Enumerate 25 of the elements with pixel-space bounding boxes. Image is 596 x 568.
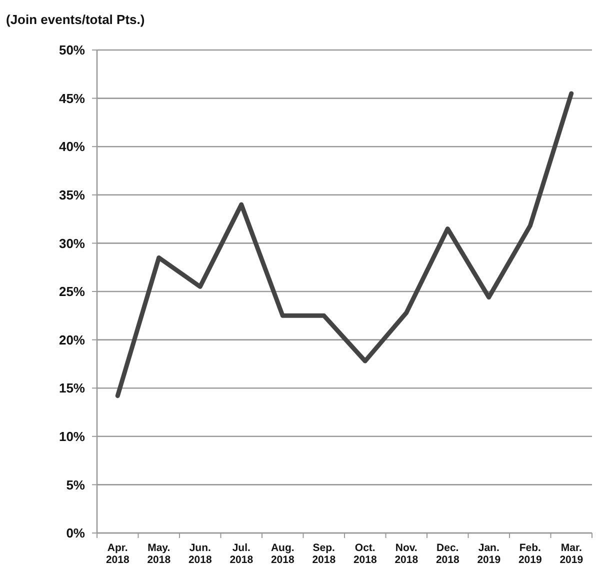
line-series xyxy=(115,91,574,398)
x-tick-label: Mar. 2019 xyxy=(560,542,584,566)
y-tick-label: 50% xyxy=(58,42,86,58)
x-tick-label: Aug. 2018 xyxy=(270,542,294,566)
y-tick-label: 35% xyxy=(58,187,86,202)
x-tick-label: Apr. 2018 xyxy=(106,542,130,566)
x-tick-label: Oct. 2018 xyxy=(353,542,377,566)
y-tick-label: 45% xyxy=(58,90,86,106)
x-tick-label: Dec. 2018 xyxy=(436,542,460,566)
x-tick-label: Sep. 2018 xyxy=(312,542,336,566)
y-tick-label: 40% xyxy=(58,139,86,154)
y-tick-label: 15% xyxy=(58,380,86,396)
y-tick-label: 30% xyxy=(58,236,86,251)
x-tick-label: Nov. 2018 xyxy=(394,542,418,566)
y-axis-title: (Join events/total Pts.) xyxy=(6,12,145,27)
x-tick-label: May. 2018 xyxy=(147,542,171,566)
y-tick-label: 20% xyxy=(58,332,86,348)
x-tick-label: Jun. 2018 xyxy=(188,542,212,566)
y-tick-label: 5% xyxy=(66,477,86,492)
x-tick-label: Jul. 2018 xyxy=(230,542,254,566)
x-tick-label: Feb. 2019 xyxy=(518,542,542,566)
y-tick-label: 25% xyxy=(58,284,86,300)
x-tick-label: Jan. 2019 xyxy=(477,542,501,566)
y-tick-label: 0% xyxy=(66,526,86,541)
y-tick-label: 10% xyxy=(58,428,86,444)
